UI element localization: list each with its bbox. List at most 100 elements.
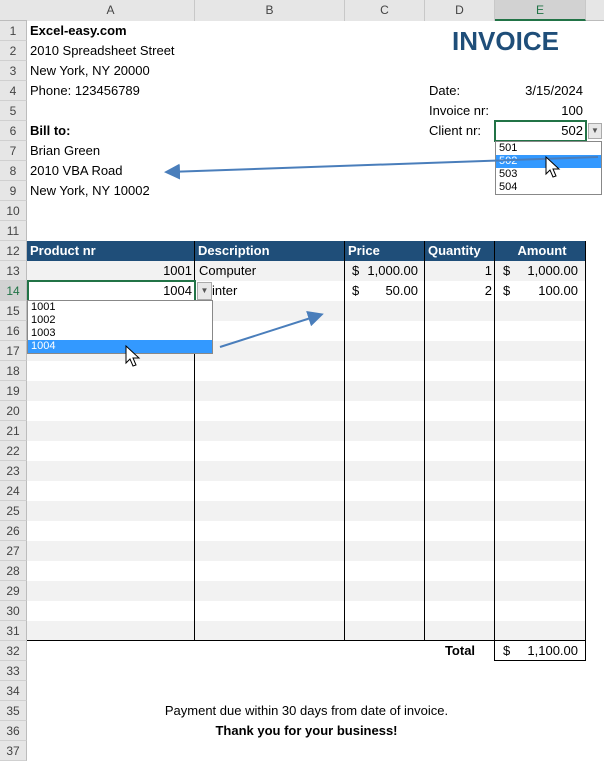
currency: $ [503,263,511,278]
table-border [494,241,495,641]
row-header[interactable]: 9 [0,181,27,201]
column-header[interactable]: A [27,0,195,21]
row-header[interactable]: 17 [0,341,27,361]
currency: $ [352,263,360,278]
row-header[interactable]: 13 [0,261,27,281]
row-header[interactable]: 22 [0,441,27,461]
dropdown-button[interactable]: ▼ [197,282,212,300]
row-header[interactable]: 23 [0,461,27,481]
row-header[interactable]: 21 [0,421,27,441]
active-cell [27,280,196,302]
row-header[interactable]: 16 [0,321,27,341]
row-header[interactable]: 34 [0,681,27,701]
row-header[interactable]: 7 [0,141,27,161]
row-header[interactable]: 37 [0,741,27,761]
table-border [344,241,345,641]
row-header[interactable]: 3 [0,61,27,81]
dropdown-option[interactable]: 504 [499,181,518,193]
price: 1,000.00 [367,263,418,278]
dropdown-option[interactable]: 1004 [28,340,212,353]
quantity: 1 [484,263,492,278]
detail-value: 100 [561,103,583,118]
dropdown-option[interactable]: 501 [499,142,518,154]
amount: 1,000.00 [527,263,578,278]
column-header[interactable]: D [425,0,495,21]
total-label: Total [444,643,476,658]
quantity: 2 [484,283,492,298]
table-header: Product nr [30,243,96,258]
dropdown-option[interactable]: 1003 [31,327,56,339]
company-street: 2010 Spreadsheet Street [30,43,175,58]
table-header: Quantity [428,243,481,258]
row-header[interactable]: 27 [0,541,27,561]
currency: $ [503,283,511,298]
currency: $ [352,283,360,298]
row-header[interactable]: 8 [0,161,27,181]
row-header[interactable]: 10 [0,201,27,221]
band [27,381,586,401]
row-header[interactable]: 15 [0,301,27,321]
row-header[interactable]: 5 [0,101,27,121]
band [27,421,586,441]
column-header[interactable]: C [345,0,425,21]
company-city: New York, NY 20000 [30,63,150,78]
dropdown-option[interactable]: 503 [499,168,518,180]
table-header-bg [27,241,586,261]
table-header: Amount [517,243,567,258]
row-header[interactable]: 2 [0,41,27,61]
dropdown-button[interactable]: ▼ [588,123,602,139]
row-header[interactable]: 11 [0,221,27,241]
company-name: Excel-easy.com [30,23,127,38]
row-header[interactable]: 20 [0,401,27,421]
row-header[interactable]: 30 [0,601,27,621]
row-header[interactable]: 14 [0,281,27,301]
row-header[interactable]: 36 [0,721,27,741]
detail-label: Client nr: [429,123,482,138]
band [27,261,586,281]
row-header[interactable]: 12 [0,241,27,261]
product-nr: 1001 [163,263,192,278]
row-header[interactable]: 1 [0,21,27,41]
footer-note: Payment due within 30 days from date of … [164,703,449,718]
footer-thanks: Thank you for your business! [215,723,398,738]
currency: $ [503,643,511,658]
band [27,541,586,561]
bill-to-name: Brian Green [30,143,101,158]
table-header: Price [348,243,380,258]
dropdown-option[interactable]: 1001 [31,301,56,313]
row-header[interactable]: 24 [0,481,27,501]
detail-label: Invoice nr: [429,103,489,118]
row-header[interactable]: 25 [0,501,27,521]
band [27,621,586,641]
row-header[interactable]: 6 [0,121,27,141]
active-cell [494,120,587,142]
row-header[interactable]: 19 [0,381,27,401]
column-header[interactable]: E [495,0,586,21]
table-header: Description [198,243,270,258]
detail-value: 3/15/2024 [525,83,583,98]
row-header[interactable]: 32 [0,641,27,661]
bill-to-city: New York, NY 10002 [30,183,150,198]
bill-to-label: Bill to: [30,123,71,138]
row-header[interactable]: 31 [0,621,27,641]
row-header[interactable]: 4 [0,81,27,101]
total-value: 1,100.00 [527,643,578,658]
company-phone: Phone: 123456789 [30,83,140,98]
table-border [424,241,425,641]
band [27,501,586,521]
total-box [494,640,586,661]
dropdown-option[interactable]: 502 [496,155,601,168]
price: 50.00 [385,283,418,298]
row-header[interactable]: 18 [0,361,27,381]
row-header[interactable]: 29 [0,581,27,601]
row-header[interactable]: 33 [0,661,27,681]
row-header[interactable]: 26 [0,521,27,541]
row-header[interactable]: 28 [0,561,27,581]
row-header[interactable]: 35 [0,701,27,721]
dropdown-option[interactable]: 1002 [31,314,56,326]
table-border [585,241,586,641]
column-header[interactable]: B [195,0,345,21]
table-border [194,241,195,641]
amount: 100.00 [538,283,578,298]
